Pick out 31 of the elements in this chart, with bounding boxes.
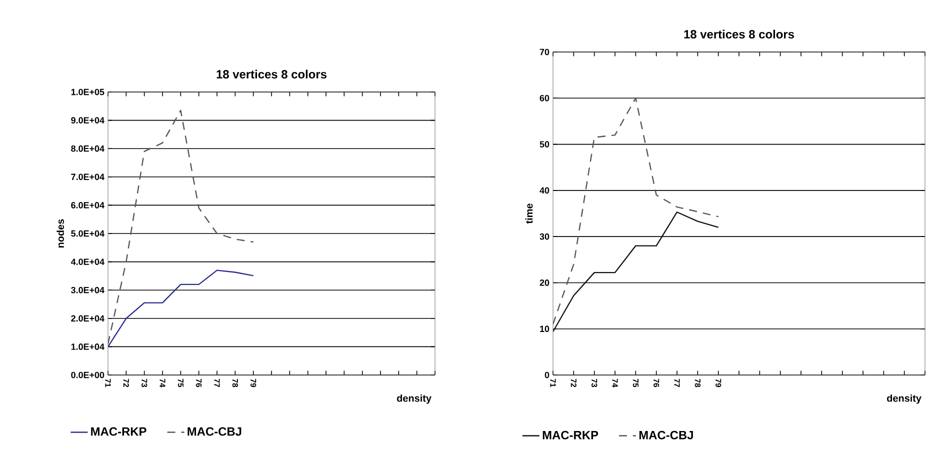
y-axis-title: nodes: [56, 219, 64, 248]
legend-label: MAC-CBJ: [639, 430, 693, 440]
y-tick-label: 6.0E+04: [71, 202, 104, 208]
y-tick-label: 9.0E+04: [71, 117, 104, 124]
y-axis-title: time: [525, 204, 533, 224]
y-tick-label: 20: [540, 280, 550, 286]
y-tick-label: 8.0E+04: [71, 145, 104, 152]
y-tick-label: 0: [544, 372, 550, 378]
line-series: [108, 270, 254, 348]
x-axis-title: density: [397, 394, 432, 404]
y-tick-label: 5.0E+04: [71, 230, 104, 237]
y-tick-label: 10: [540, 326, 550, 332]
y-tick-label: 4.0E+04: [70, 258, 104, 265]
y-tick-label: 1.0E+04: [71, 344, 104, 350]
y-tick-label: 2.0E+04: [71, 315, 104, 322]
y-tick-label: 3.0E+04: [71, 286, 104, 294]
y-tick-label: 1.0E+05: [71, 88, 104, 96]
y-tick-label: 30: [540, 233, 550, 240]
y-tick-label: 0.0E+00: [71, 372, 104, 378]
chart-title: 18 vertices 8 colors: [216, 70, 326, 79]
x-axis-title: density: [887, 394, 922, 404]
y-tick-label: 60: [540, 94, 550, 102]
chart-title: 18 vertices 8 colors: [684, 30, 794, 39]
legend-label: MAC-RKP: [91, 427, 146, 436]
y-tick-label: 40: [540, 187, 550, 194]
y-tick-label: 50: [540, 141, 550, 148]
y-tick-label: 7.0E+04: [71, 174, 104, 180]
legend-label: MAC-CBJ: [188, 427, 242, 436]
legend-label: MAC-RKP: [542, 430, 598, 440]
line-series: [553, 212, 719, 332]
y-tick-label: 70: [540, 48, 550, 56]
